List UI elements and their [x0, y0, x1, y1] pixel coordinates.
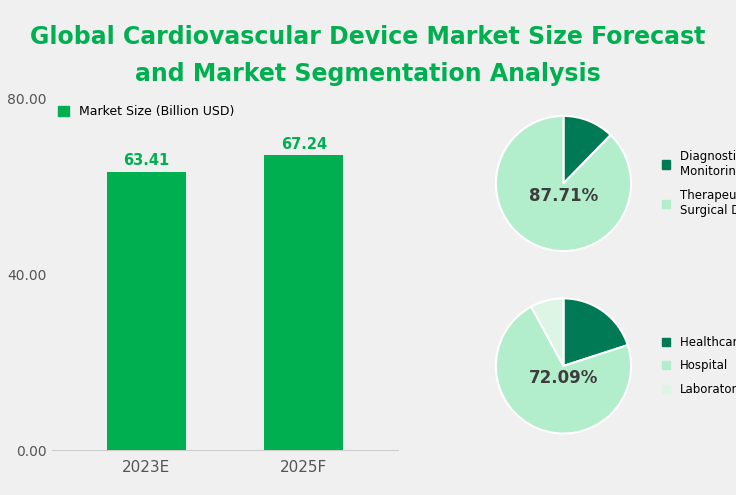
Text: Global Cardiovascular Device Market Size Forecast: Global Cardiovascular Device Market Size…: [30, 25, 706, 49]
Legend: Healthcare Center, Hospital, Laboratory: Healthcare Center, Hospital, Laboratory: [657, 331, 736, 401]
Wedge shape: [496, 306, 631, 434]
Wedge shape: [496, 116, 631, 251]
Text: 87.71%: 87.71%: [529, 187, 598, 204]
Text: 72.09%: 72.09%: [528, 369, 598, 387]
Text: 63.41: 63.41: [123, 153, 169, 168]
Wedge shape: [531, 298, 564, 366]
Wedge shape: [564, 116, 611, 184]
Legend: Diagnostic and
Monitoring Devices, Therapeutic and
Surgical Devices: Diagnostic and Monitoring Devices, Thera…: [657, 145, 736, 222]
Bar: [264, 155, 343, 450]
Text: 67.24: 67.24: [280, 137, 327, 151]
Bar: [107, 172, 185, 450]
Wedge shape: [564, 298, 628, 366]
Legend: Market Size (Billion USD): Market Size (Billion USD): [57, 105, 234, 118]
Text: and Market Segmentation Analysis: and Market Segmentation Analysis: [135, 62, 601, 86]
